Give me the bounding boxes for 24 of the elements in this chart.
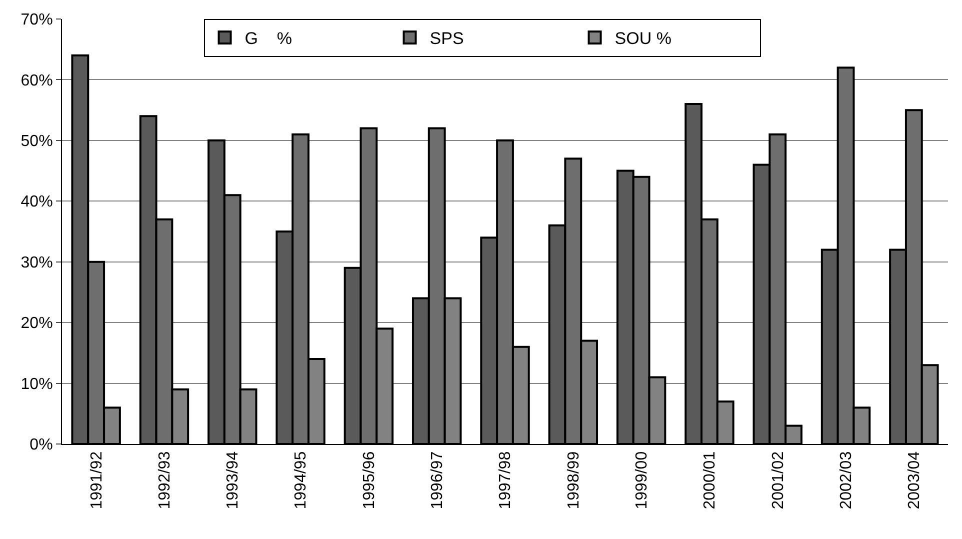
- legend-label: G %: [244, 29, 292, 48]
- y-tick-label: 40%: [20, 194, 53, 211]
- legend-label: SOU %: [614, 29, 672, 48]
- x-tick-label: 1999/00: [634, 451, 651, 510]
- x-tick-label: 1993/94: [224, 451, 242, 510]
- y-tick-label: 20%: [20, 315, 53, 332]
- x-tick-label: 1996/97: [429, 451, 446, 510]
- x-tick-label: 1994/95: [292, 451, 310, 510]
- x-tick-label: 1991/92: [88, 451, 106, 510]
- x-tick-label: 1997/98: [497, 451, 514, 510]
- x-tick-label: 1992/93: [156, 451, 174, 510]
- x-tick-label: 1998/99: [565, 451, 582, 510]
- legend-label: SPS: [430, 29, 464, 48]
- y-tick-label: 60%: [20, 72, 53, 90]
- y-tick-label: 0%: [30, 436, 53, 454]
- y-tick-label: 10%: [20, 376, 53, 393]
- x-tick-label: 2001/02: [770, 451, 787, 510]
- x-tick-label: 2003/04: [906, 451, 924, 510]
- y-tick-label: 50%: [20, 133, 53, 150]
- x-tick-label: 2002/03: [838, 451, 855, 510]
- y-tick-label: 70%: [20, 12, 53, 29]
- x-tick-label: 1995/96: [360, 451, 378, 510]
- x-tick-label: 2000/01: [702, 451, 719, 510]
- y-tick-label: 30%: [20, 254, 53, 272]
